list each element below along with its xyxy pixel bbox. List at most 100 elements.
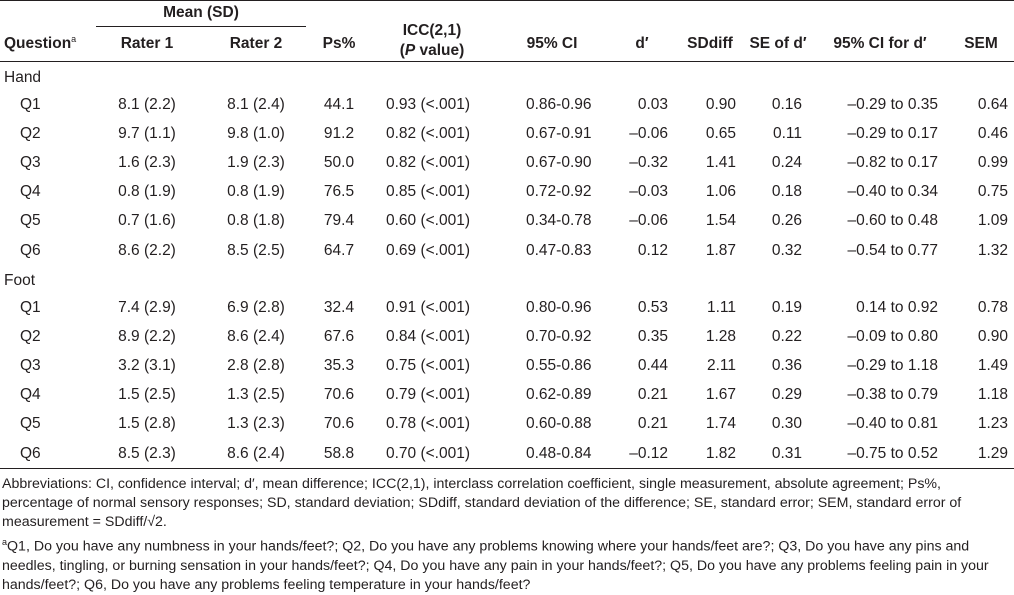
ci-d-cell: 0.14 to 0.92	[856, 298, 938, 316]
ci-d-cell: –0.54 to 0.77	[847, 241, 939, 259]
question-cell: Q4	[20, 183, 41, 201]
reliability-table: Mean (SD) ICC(2,1) (P value) Questiona R…	[0, 0, 1014, 470]
rater1-cell: 8.5 (2.3)	[92, 439, 202, 470]
header-question: Questiona	[0, 27, 92, 62]
table-notes: Abbreviations: CI, confidence interval; …	[0, 469, 1014, 595]
ci95-cell: 0.67-0.90	[526, 153, 592, 171]
d-cell: –0.32	[629, 153, 668, 171]
header-icc-line1: ICC(2,1)	[402, 22, 462, 39]
ci-d-cell: –0.40 to 0.81	[847, 415, 939, 433]
table-row: Q4 1.5 (2.5) 1.3 (2.5) 70.6 0.79 (<.001) 0.62…	[0, 381, 1014, 410]
ps-cell: 32.4	[323, 298, 355, 316]
section-label: Foot	[4, 272, 36, 290]
rater2-cell: 0.8 (1.9)	[227, 183, 285, 201]
icc-cell: 0.78 (<.001)	[386, 415, 471, 433]
ci95-cell: 0.60-0.88	[526, 415, 592, 433]
table-row: Q6 8.6 (2.2) 8.5 (2.5) 64.7 0.69 (<.001) 0.47…	[0, 236, 1014, 265]
header-spacer	[608, 1, 676, 28]
sem-cell: 1.23	[977, 415, 1008, 433]
header-spacer	[812, 1, 948, 28]
rater2-cell: 9.8 (1.0)	[227, 124, 285, 142]
header-d: d′	[635, 35, 649, 52]
rater2-cell: 8.6 (2.4)	[202, 439, 310, 470]
se-d-cell: 0.32	[771, 241, 802, 259]
sem-cell: 0.90	[977, 327, 1008, 345]
icc-cell: 0.82 (<.001)	[386, 153, 471, 171]
header-sddiff: SDdiff	[687, 35, 733, 52]
rater1-cell: 7.4 (2.9)	[118, 298, 176, 316]
se-d-cell: 0.30	[771, 415, 802, 433]
footnote-text: Q1, Do you have any numbness in your han…	[2, 538, 989, 593]
header-spacer	[676, 1, 744, 28]
d-cell: 0.12	[637, 241, 668, 259]
d-cell: –0.12	[608, 439, 676, 470]
header-spacer	[496, 1, 608, 28]
header-question-label: Question	[4, 35, 72, 53]
table-row: Q5 0.7 (1.6) 0.8 (1.8) 79.4 0.60 (<.001) 0.34…	[0, 207, 1014, 236]
rater2-cell: 1.3 (2.3)	[227, 415, 285, 433]
ps-cell: 79.4	[323, 212, 355, 230]
question-cell: Q4	[20, 386, 41, 404]
icc-cell: 0.70 (<.001)	[368, 439, 496, 470]
rater1-cell: 8.1 (2.2)	[118, 95, 176, 113]
rater1-cell: 0.8 (1.9)	[118, 183, 176, 201]
question-cell: Q3	[20, 357, 41, 375]
section-row: Hand	[0, 62, 1014, 91]
rater2-cell: 8.1 (2.4)	[227, 95, 285, 113]
d-cell: 0.53	[637, 298, 668, 316]
icc-cell: 0.75 (<.001)	[386, 357, 471, 375]
ci-d-cell: –0.29 to 0.35	[847, 95, 939, 113]
rater2-cell: 6.9 (2.8)	[227, 298, 285, 316]
ci95-cell: 0.67-0.91	[526, 124, 592, 142]
ci95-cell: 0.62-0.89	[526, 386, 592, 404]
icc-cell: 0.69 (<.001)	[386, 241, 471, 259]
se-d-cell: 0.24	[771, 153, 802, 171]
header-icc-line2: (P value)	[372, 41, 492, 61]
rater2-cell: 1.3 (2.5)	[227, 386, 285, 404]
ci95-cell: 0.80-0.96	[526, 298, 592, 316]
sddiff-cell: 1.67	[705, 386, 736, 404]
header-mean-group: Mean (SD)	[92, 1, 310, 27]
d-cell: 0.21	[637, 415, 668, 433]
header-spacer	[310, 1, 368, 28]
sddiff-cell: 1.28	[705, 327, 736, 345]
header-ps: Ps%	[322, 35, 356, 52]
header-rater2: Rater 2	[229, 35, 283, 52]
ps-cell: 35.3	[323, 357, 355, 375]
icc-cell: 0.93 (<.001)	[386, 95, 471, 113]
icc-cell: 0.79 (<.001)	[386, 386, 471, 404]
icc-cell: 0.82 (<.001)	[386, 124, 471, 142]
ps-cell: 70.6	[323, 415, 355, 433]
sddiff-cell: 1.11	[706, 298, 736, 316]
rater2-cell: 1.9 (2.3)	[227, 153, 285, 171]
header-rater1: Rater 1	[120, 35, 174, 52]
section-row: Foot	[0, 265, 1014, 293]
question-cell: Q2	[20, 327, 41, 345]
sddiff-cell: 1.87	[705, 241, 736, 259]
rater2-cell: 2.8 (2.8)	[227, 357, 285, 375]
d-cell: 0.21	[637, 386, 668, 404]
rater1-cell: 8.6 (2.2)	[118, 241, 176, 259]
sddiff-cell: 1.54	[705, 212, 736, 230]
rater2-cell: 8.6 (2.4)	[227, 327, 285, 345]
table-header: Mean (SD) ICC(2,1) (P value) Questiona R…	[0, 0, 1014, 62]
header-se-d: SE of d′	[749, 35, 807, 52]
footnote-mark: a	[2, 537, 8, 548]
header-mean-group-label: Mean (SD)	[96, 4, 306, 27]
ci-d-cell: –0.29 to 1.18	[847, 357, 939, 375]
d-cell: –0.03	[629, 183, 668, 201]
header-spacer	[744, 1, 812, 28]
table-row: Q1 7.4 (2.9) 6.9 (2.8) 32.4 0.91 (<.001) 0.80…	[0, 293, 1014, 322]
table-row: Q3 1.6 (2.3) 1.9 (2.3) 50.0 0.82 (<.001) 0.67…	[0, 148, 1014, 177]
ci95-cell: 0.70-0.92	[526, 327, 592, 345]
question-cell: Q6	[20, 241, 41, 259]
rater1-cell: 9.7 (1.1)	[118, 124, 176, 142]
abbreviations-note: Abbreviations: CI, confidence interval; …	[2, 476, 962, 531]
rater1-cell: 1.5 (2.5)	[118, 386, 176, 404]
sddiff-cell: 0.90	[705, 95, 736, 113]
ci95-cell: 0.72-0.92	[526, 183, 592, 201]
d-cell: –0.06	[629, 212, 668, 230]
table-row: Q3 3.2 (3.1) 2.8 (2.8) 35.3 0.75 (<.001) 0.55…	[0, 352, 1014, 381]
question-cell: Q5	[20, 212, 41, 230]
